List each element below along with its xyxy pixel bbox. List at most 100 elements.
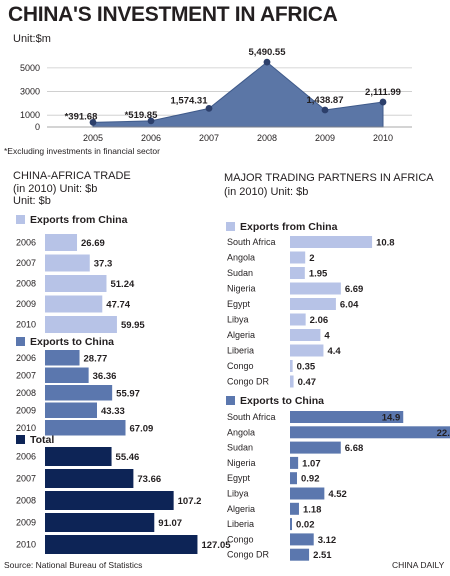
bar-value-label: 107.2 xyxy=(178,496,202,507)
trade-subtitle-text: (in 2010) Unit: $b xyxy=(13,183,98,195)
bar xyxy=(290,313,306,326)
bar-category-label: Algeria xyxy=(227,504,255,514)
bar-category-label: 2009 xyxy=(16,405,36,415)
bar-value-label: 6.68 xyxy=(345,443,364,454)
bar xyxy=(45,535,198,554)
bar xyxy=(290,548,310,561)
data-point xyxy=(321,106,329,114)
x-tick-label: 2006 xyxy=(141,133,161,143)
source-note: Source: National Bureau of Statistics xyxy=(4,560,143,570)
data-point xyxy=(205,104,213,112)
bar-category-label: Sudan xyxy=(227,268,253,278)
trade-chart-title: CHINA-AFRICA TRADE (in 2010) Unit: $b xyxy=(13,170,131,196)
x-tick-label: 2005 xyxy=(83,133,103,143)
bar-category-label: Angola xyxy=(227,253,255,263)
bar xyxy=(45,491,174,510)
bar-category-label: 2007 xyxy=(16,370,36,380)
data-label: 1,574.31 xyxy=(171,95,209,106)
bar-category-label: 2010 xyxy=(16,320,36,330)
bar xyxy=(45,316,117,333)
bar xyxy=(45,513,155,532)
bar-value-label: 4 xyxy=(324,331,330,342)
bar-value-label: 6.04 xyxy=(340,300,359,311)
bar-category-label: Nigeria xyxy=(227,284,256,294)
bar-value-label: 2.06 xyxy=(310,315,329,326)
bar-value-label: 59.95 xyxy=(121,320,145,331)
bar-category-label: 2007 xyxy=(16,258,36,268)
y-tick-label: 0 xyxy=(35,122,40,132)
bar-category-label: Libya xyxy=(227,315,249,325)
bar-category-label: 2009 xyxy=(16,518,36,528)
bar xyxy=(290,360,293,372)
bar xyxy=(290,267,305,279)
data-label: 2,111.99 xyxy=(365,87,401,98)
bar xyxy=(290,236,373,248)
bar-value-label: 3.12 xyxy=(318,535,337,546)
bar-value-label: 10.8 xyxy=(376,238,395,249)
group-header: Exports from China xyxy=(240,221,338,233)
bar xyxy=(290,375,294,388)
bar-category-label: 2006 xyxy=(16,238,36,248)
bar xyxy=(45,469,134,488)
group-header: Total xyxy=(30,434,54,446)
bar-value-label: 2 xyxy=(309,253,314,264)
bar xyxy=(45,420,126,436)
bar xyxy=(290,298,336,310)
bar-category-label: Liberia xyxy=(227,346,254,356)
bar-value-label: 4.52 xyxy=(328,489,347,500)
bar xyxy=(45,385,113,401)
bar-value-label: 26.69 xyxy=(81,238,105,249)
bar xyxy=(45,254,90,272)
bar-value-label: 14.9 xyxy=(382,413,401,424)
bar-category-label: 2006 xyxy=(16,452,36,462)
trade-unit-label: Unit: $b xyxy=(13,195,51,207)
bar xyxy=(290,344,324,357)
x-tick-label: 2008 xyxy=(257,133,277,143)
y-tick-label: 3000 xyxy=(20,87,40,97)
bar-category-label: 2010 xyxy=(16,540,36,550)
bar-value-label: 127.05 xyxy=(201,540,231,551)
bar-category-label: 2007 xyxy=(16,474,36,484)
footnote: *Excluding investments in financial sect… xyxy=(4,146,160,156)
bar xyxy=(290,502,299,515)
bar-value-label: 73.66 xyxy=(137,474,161,485)
bar-category-label: 2006 xyxy=(16,353,36,363)
trade-title-text: CHINA-AFRICA TRADE xyxy=(13,170,131,182)
credit-label: CHINA DAILY xyxy=(392,560,445,570)
bar-value-label: 1.18 xyxy=(303,504,322,515)
bar xyxy=(290,518,292,531)
bar xyxy=(290,282,341,295)
bar xyxy=(45,447,112,466)
data-label: *519.85 xyxy=(125,110,158,121)
bar-value-label: 51.24 xyxy=(110,279,134,290)
x-tick-label: 2009 xyxy=(315,133,335,143)
bar-value-label: 4.4 xyxy=(327,346,341,357)
bar-value-label: 28.77 xyxy=(84,353,108,364)
data-label: 5,490.55 xyxy=(249,47,287,58)
y-tick-label: 1000 xyxy=(20,110,40,120)
x-tick-label: 2010 xyxy=(373,133,393,143)
bar-category-label: South Africa xyxy=(227,412,276,422)
bar-category-label: Sudan xyxy=(227,443,253,453)
bar-category-label: 2009 xyxy=(16,299,36,309)
bar-category-label: Liberia xyxy=(227,519,254,529)
bar-category-label: Nigeria xyxy=(227,458,256,468)
bar xyxy=(290,533,314,546)
bar-category-label: Egypt xyxy=(227,473,251,483)
bar xyxy=(45,275,107,292)
data-point xyxy=(379,98,387,106)
bar xyxy=(290,426,450,439)
bar-value-label: 1.95 xyxy=(309,269,328,280)
group-header: Exports to China xyxy=(240,395,324,407)
bar-value-label: 0.92 xyxy=(301,474,320,485)
bar-value-label: 36.36 xyxy=(93,371,117,382)
bar-value-label: 22.82 xyxy=(437,428,450,439)
bar-value-label: 0.47 xyxy=(298,377,317,388)
bar xyxy=(45,402,97,418)
legend-swatch xyxy=(16,435,25,444)
bar-category-label: Congo DR xyxy=(227,377,270,387)
investment-unit-label: Unit:$m xyxy=(13,33,51,45)
bar-category-label: Libya xyxy=(227,489,249,499)
data-point xyxy=(147,117,155,125)
